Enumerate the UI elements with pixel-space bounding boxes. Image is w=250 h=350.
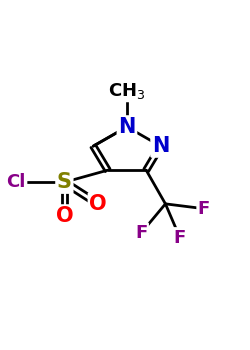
Text: N: N bbox=[152, 136, 169, 156]
Text: F: F bbox=[135, 224, 147, 242]
Text: Cl: Cl bbox=[6, 173, 26, 191]
Text: CH$_3$: CH$_3$ bbox=[108, 81, 146, 101]
Text: S: S bbox=[57, 172, 72, 192]
Text: F: F bbox=[174, 229, 186, 246]
Text: F: F bbox=[198, 200, 210, 218]
Text: O: O bbox=[56, 206, 73, 226]
Text: N: N bbox=[118, 117, 136, 137]
Text: O: O bbox=[89, 194, 107, 214]
